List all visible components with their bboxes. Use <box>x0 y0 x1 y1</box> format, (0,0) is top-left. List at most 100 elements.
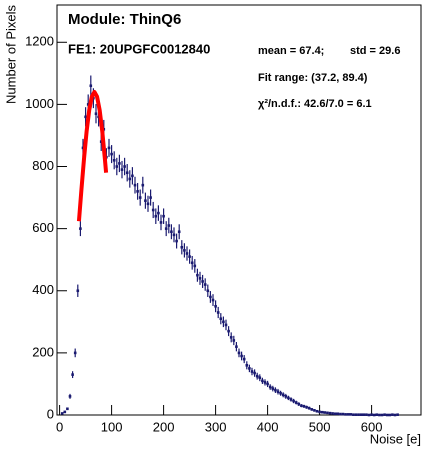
data-point <box>198 277 202 280</box>
data-point <box>185 252 189 255</box>
x-tick-label: 200 <box>153 419 175 434</box>
data-point <box>196 273 199 277</box>
data-point <box>258 376 262 380</box>
annotation: χ²/n.d.f.: 42.6/7.0 = 6.1 <box>258 98 372 110</box>
data-point <box>151 208 155 212</box>
data-point <box>164 227 168 230</box>
data-point <box>170 230 173 234</box>
data-point <box>136 190 139 193</box>
data-point <box>352 413 355 416</box>
data-point <box>365 413 368 416</box>
data-point <box>315 409 319 413</box>
data-point <box>391 413 394 416</box>
data-point <box>284 395 288 398</box>
data-point <box>339 412 342 416</box>
data-point <box>248 367 251 370</box>
data-point <box>138 196 142 199</box>
data-point <box>370 413 373 416</box>
data-point <box>328 411 332 415</box>
data-point <box>216 311 220 314</box>
x-tick-label: 300 <box>205 419 227 434</box>
data-point <box>235 345 238 348</box>
data-point <box>118 162 121 165</box>
x-tick-label: 100 <box>101 419 123 434</box>
data-point <box>120 168 124 171</box>
data-point <box>281 393 285 397</box>
x-tick-label: 400 <box>257 419 279 434</box>
data-point <box>175 239 178 243</box>
data-point <box>393 413 397 417</box>
data-point <box>357 413 360 416</box>
data-point <box>224 323 228 327</box>
y-tick-label: 200 <box>32 344 54 359</box>
data-point <box>261 379 264 383</box>
data-point <box>305 405 308 409</box>
data-point <box>222 320 225 324</box>
data-point <box>68 395 72 398</box>
data-point <box>201 280 204 283</box>
data-point <box>266 382 269 386</box>
data-point <box>396 413 399 416</box>
data-point <box>63 410 67 414</box>
data-point <box>123 165 126 168</box>
data-point <box>333 412 337 416</box>
data-point <box>76 289 80 293</box>
data-point <box>302 405 306 408</box>
fit-curve <box>76 89 109 222</box>
data-point <box>240 354 243 358</box>
data-point <box>279 391 282 395</box>
data-point <box>354 413 358 416</box>
annotation: Fit range: (37.2, 89.4) <box>258 72 368 84</box>
y-tick-label: 1000 <box>25 96 54 111</box>
data-point <box>112 159 116 162</box>
data-point <box>211 298 215 302</box>
data-point <box>388 413 392 417</box>
data-point <box>180 245 184 249</box>
data-point <box>341 412 345 416</box>
data-point <box>203 283 207 286</box>
data-point <box>107 146 111 150</box>
data-point <box>133 183 137 187</box>
x-tick-label: 0 <box>56 419 63 434</box>
data-point <box>66 407 69 411</box>
data-point <box>253 371 256 375</box>
data-point <box>131 174 134 178</box>
data-point <box>307 406 311 410</box>
data-point <box>188 255 191 258</box>
data-point <box>245 364 249 367</box>
data-point <box>297 402 301 406</box>
data-point <box>177 230 181 234</box>
y-tick-label: 600 <box>32 220 54 235</box>
data-point <box>237 351 241 355</box>
annotation: FE1: 20UPGFC0012840 <box>68 41 210 56</box>
data-point <box>289 398 293 401</box>
data-point <box>81 146 85 150</box>
data-point <box>183 249 186 252</box>
data-point <box>336 412 340 416</box>
y-tick-label: 800 <box>32 158 54 173</box>
data-point <box>320 410 324 414</box>
data-point <box>193 264 197 268</box>
data-point <box>326 411 329 415</box>
y-tick-label: 0 <box>47 406 54 421</box>
data-point <box>367 413 371 417</box>
data-point <box>110 152 113 156</box>
data-point <box>229 336 233 339</box>
data-point <box>344 413 347 416</box>
x-tick-label: 600 <box>361 419 383 434</box>
data-point <box>349 413 353 416</box>
data-point <box>263 381 267 384</box>
data-point <box>89 84 93 88</box>
data-point <box>255 374 259 378</box>
data-point <box>375 413 379 416</box>
data-point <box>276 390 280 394</box>
data-point <box>214 304 217 308</box>
x-axis-label: Noise [e] <box>370 431 421 446</box>
data-point <box>146 202 150 206</box>
data-point <box>310 408 314 411</box>
data-point <box>242 357 246 361</box>
data-point <box>209 295 212 299</box>
data-point <box>167 224 171 227</box>
data-point <box>99 140 103 143</box>
